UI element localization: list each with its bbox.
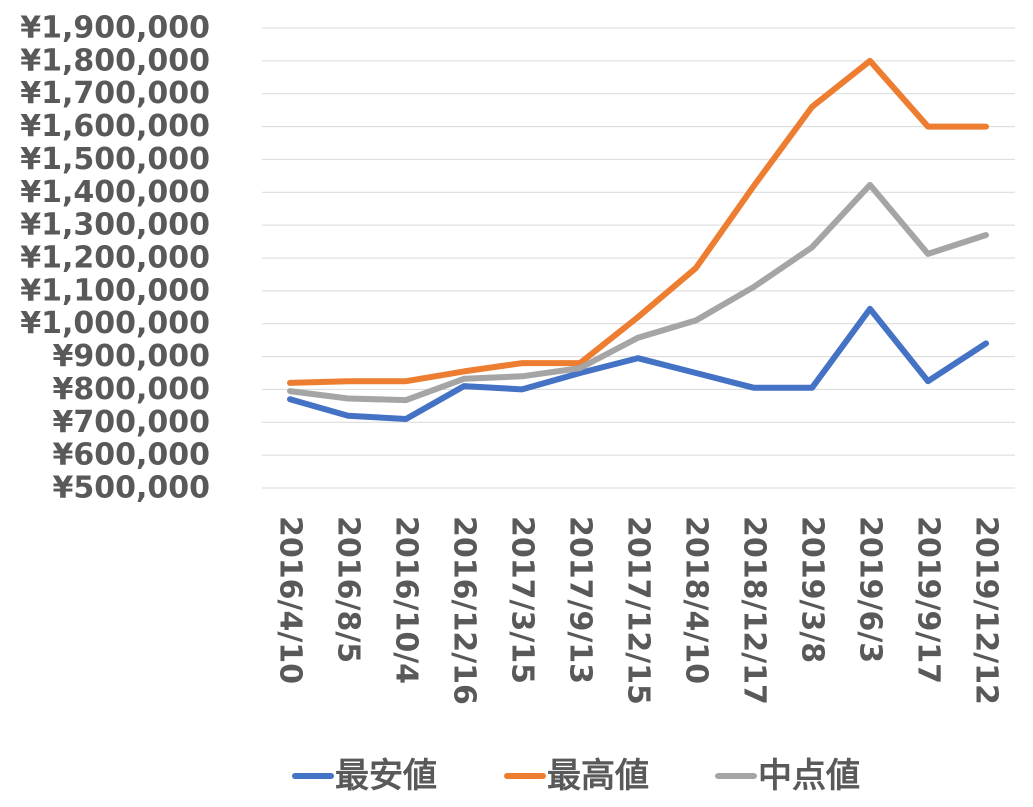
y-tick-label: ¥800,000: [52, 372, 210, 407]
y-tick-label: ¥1,700,000: [20, 76, 210, 111]
y-tick-label: ¥1,400,000: [20, 175, 210, 210]
x-tick-label: 2017/9/13: [563, 516, 598, 684]
x-tick-label: 2016/4/10: [273, 516, 308, 684]
y-tick-label: ¥1,500,000: [20, 142, 210, 177]
y-tick-label: ¥1,600,000: [20, 109, 210, 144]
y-tick-label: ¥1,000,000: [20, 306, 210, 341]
x-tick-label: 2019/9/17: [911, 516, 946, 684]
x-axis-ticks: 2016/4/10 2016/8/5 2016/10/4 2016/12/16 2017…: [273, 516, 1004, 705]
x-tick-label: 2019/12/12: [969, 516, 1004, 705]
series-line-2: [287, 181, 989, 404]
x-tick-label: 2018/4/10: [679, 516, 714, 684]
x-tick-label: 2016/12/16: [447, 516, 482, 705]
legend: 最安値 最高値 中点値: [292, 756, 860, 796]
y-tick-label: ¥1,800,000: [20, 43, 210, 78]
y-tick-label: ¥1,100,000: [20, 273, 210, 308]
y-tick-label: ¥900,000: [52, 339, 210, 374]
series-line-1: [287, 57, 989, 386]
legend-label: 最高値: [547, 756, 649, 796]
y-tick-label: ¥1,900,000: [20, 11, 210, 46]
y-tick-label: ¥700,000: [52, 405, 210, 440]
y-tick-label: ¥600,000: [52, 438, 210, 473]
x-tick-label: 2019/3/8: [795, 516, 830, 663]
x-tick-label: 2019/6/3: [853, 516, 888, 663]
x-tick-label: 2017/12/15: [621, 516, 656, 705]
y-axis-ticks: ¥500,000¥600,000¥700,000¥800,000¥900,000…: [20, 11, 210, 506]
series-line-0: [287, 305, 989, 422]
y-tick-label: ¥1,300,000: [20, 208, 210, 243]
x-tick-label: 2016/10/4: [389, 516, 424, 684]
x-tick-label: 2016/8/5: [331, 516, 366, 663]
legend-label: 中点値: [758, 756, 860, 796]
y-tick-label: ¥500,000: [52, 471, 210, 506]
x-tick-label: 2017/3/15: [505, 516, 540, 684]
y-tick-label: ¥1,200,000: [20, 241, 210, 276]
series-lines: [287, 57, 989, 422]
x-tick-label: 2018/12/17: [737, 516, 772, 705]
legend-label: 最安値: [335, 756, 437, 796]
